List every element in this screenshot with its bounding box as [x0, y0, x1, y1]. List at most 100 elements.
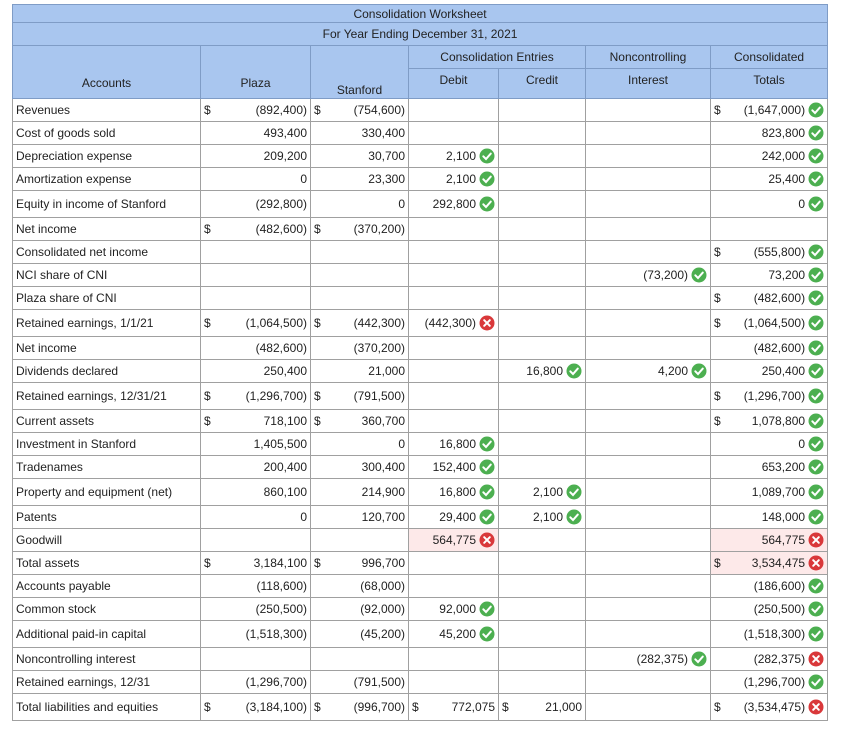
cell-content: (45,200): [314, 627, 405, 641]
cell-content: 73,200: [714, 267, 824, 283]
cell: $ (1,647,000): [709, 98, 829, 122]
currency: $: [314, 556, 321, 570]
amount: 1,089,700: [751, 485, 806, 499]
cell-content: $360,700: [314, 414, 405, 428]
cell: [200, 647, 311, 671]
account: Retained earnings, 1/1/21: [12, 309, 201, 337]
icon-bg: [808, 388, 824, 404]
amount: (186,600): [753, 579, 806, 593]
icon-bg: [479, 148, 495, 164]
cell: $996,700: [310, 551, 409, 575]
amount: 29,400: [439, 510, 476, 524]
check-icon: [808, 601, 824, 617]
check-icon: [808, 459, 824, 475]
cell: [498, 121, 586, 145]
col-header: Accounts: [12, 45, 201, 99]
icon-bg: [808, 102, 824, 118]
cell-content: 1,405,500: [204, 437, 307, 451]
icon-bg: [479, 601, 495, 617]
icon-glyph: [694, 655, 704, 664]
check-icon: [691, 651, 707, 667]
cell-content: 564,775: [412, 532, 495, 548]
account: Additional paid-in capital: [12, 620, 201, 648]
cell-content: (250,500): [714, 601, 824, 617]
cell: 564,775: [408, 528, 499, 552]
cell: [498, 670, 586, 694]
cell: 0: [200, 167, 311, 191]
cell: 73,200: [709, 263, 829, 287]
icon-glyph: [482, 200, 492, 209]
icon-glyph: [482, 440, 492, 449]
icon-bg: [479, 436, 495, 452]
icon-glyph: [812, 655, 820, 663]
cell-content: $996,700: [314, 556, 405, 570]
row: Retained earnings, 12/31/21 $ (1,296,700) $…: [12, 382, 829, 410]
currency: $: [714, 316, 721, 330]
cell-content: 4,200: [589, 363, 707, 379]
cell-content: $ (3,534,475): [714, 699, 824, 715]
amount: (791,500): [353, 675, 405, 689]
cell-content: 250,400: [204, 364, 307, 378]
account: Current assets: [12, 409, 201, 433]
cell: $ (1,296,700): [200, 382, 311, 410]
icon-glyph: [811, 271, 821, 280]
row: Additional paid-in capital (1,518,300) (45…: [12, 620, 829, 648]
amount: (1,296,700): [743, 675, 806, 689]
cell: 300,400: [310, 455, 409, 479]
currency: $: [204, 222, 211, 236]
amount: 823,800: [761, 126, 806, 140]
check-icon: [808, 413, 824, 429]
check-icon: [566, 484, 582, 500]
title: Consolidation Worksheet: [11, 4, 829, 23]
account: Investment in Stanford: [12, 432, 201, 456]
amount: 16,800: [526, 364, 563, 378]
currency: $: [204, 316, 211, 330]
icon-bg: [808, 315, 824, 331]
cell-content: 200,400: [204, 460, 307, 474]
cell-content: 493,400: [204, 126, 307, 140]
amount: 3,184,100: [253, 556, 307, 570]
row: Tradenames 200,400 300,400 152,400 653,200: [12, 455, 829, 479]
icon-bg: [808, 674, 824, 690]
icon-glyph: [483, 536, 491, 544]
cell: $ (892,400): [200, 98, 311, 122]
amount: (292,800): [255, 197, 307, 211]
cell: [585, 409, 711, 433]
icon-glyph: [569, 488, 579, 497]
cell-content: (1,296,700): [204, 675, 307, 689]
row: Patents 0 120,700 29,400 2,100 148,000: [12, 505, 829, 529]
cell: [310, 528, 409, 552]
cell-content: 214,900: [314, 485, 405, 499]
amount: (250,500): [753, 602, 806, 616]
icon-glyph: [483, 319, 491, 327]
amount: 0: [300, 172, 307, 186]
amount: 200,400: [263, 460, 307, 474]
icon-bg: [691, 651, 707, 667]
row: Goodwill 564,775 564,775: [12, 528, 829, 552]
cell: 16,800: [408, 432, 499, 456]
account: Accounts payable: [12, 574, 201, 598]
amount: 0: [398, 437, 405, 451]
cell: [585, 693, 711, 721]
amount: 16,800: [439, 485, 476, 499]
account: Total liabilities and equities: [12, 693, 201, 721]
cell: (68,000): [310, 574, 409, 598]
currency: $: [204, 556, 211, 570]
cell: (791,500): [310, 670, 409, 694]
cell: 23,300: [310, 167, 409, 191]
amount: 16,800: [439, 437, 476, 451]
currency: $: [314, 103, 321, 117]
cell-content: $ (1,064,500): [714, 315, 824, 331]
check-icon: [808, 388, 824, 404]
cell-content: (282,375): [714, 651, 824, 667]
cell: [498, 432, 586, 456]
icon-glyph: [482, 630, 492, 639]
currency: $: [714, 291, 721, 305]
group-header: Consolidated: [709, 45, 829, 69]
amount: 21,000: [368, 364, 405, 378]
amount: 300,400: [361, 460, 405, 474]
icon-bg: [479, 196, 495, 212]
amount: (1,518,300): [245, 627, 307, 641]
col-header: Stanford: [310, 45, 409, 99]
amount: 250,400: [761, 364, 806, 378]
